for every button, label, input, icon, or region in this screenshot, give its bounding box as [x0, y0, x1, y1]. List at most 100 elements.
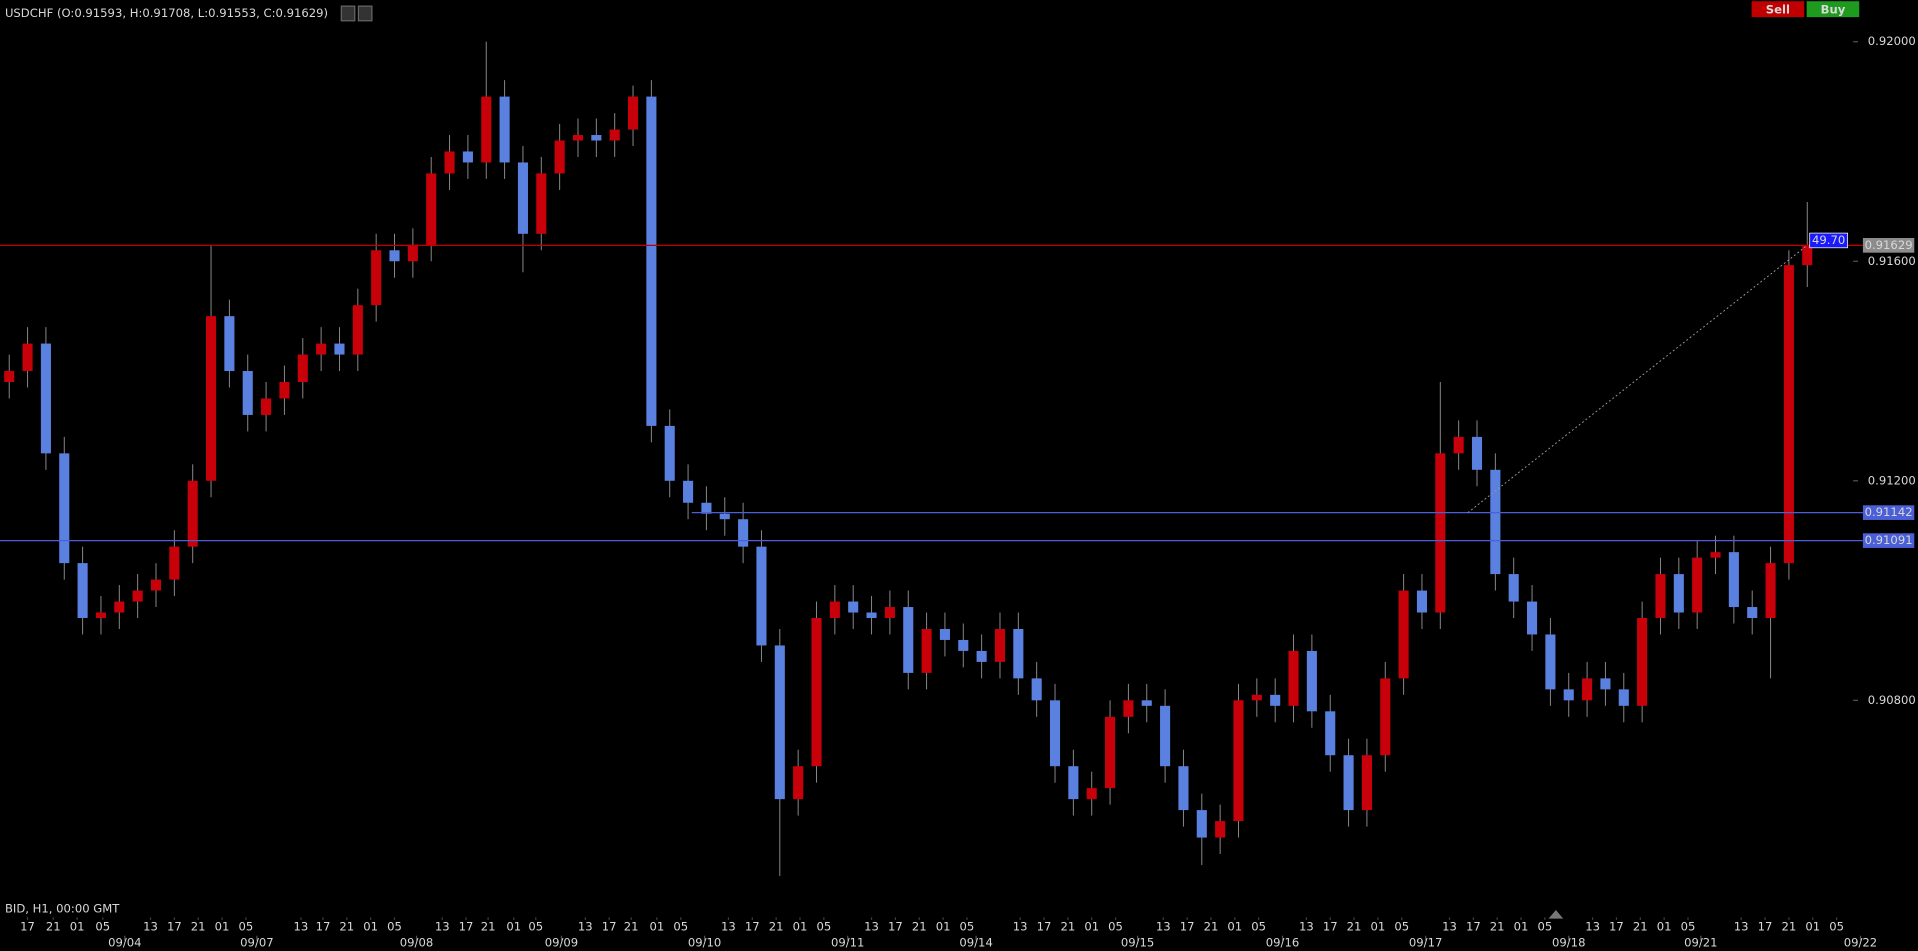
candle-body: [1471, 436, 1483, 470]
candle-body: [1361, 755, 1372, 811]
candle-body: [1692, 557, 1703, 613]
candle-body: [169, 546, 180, 580]
x-minor-tick-label: 17: [745, 920, 760, 934]
x-minor-tick-label: 05: [1537, 920, 1552, 934]
x-minor-tick-label: 01: [506, 920, 521, 934]
x-minor-tick-label: 21: [1204, 920, 1219, 934]
x-minor-tick-label: 17: [1323, 920, 1338, 934]
x-minor-tick-label: 05: [239, 920, 254, 934]
candle-body: [1160, 705, 1171, 767]
candle-body: [1618, 689, 1629, 706]
candle-body: [517, 162, 528, 234]
candle-body: [1765, 563, 1776, 619]
x-tick-label: 09/15: [1121, 936, 1154, 950]
x-minor-tick-label: 13: [721, 920, 736, 934]
candle-body: [829, 601, 840, 619]
candle-body: [793, 766, 804, 800]
candle-body: [1582, 678, 1593, 701]
x-minor-tick-label: 21: [191, 920, 206, 934]
x-minor-tick-label: 01: [1084, 920, 1099, 934]
trade-button[interactable]: [1806, 1, 1860, 18]
candle-body: [683, 480, 694, 503]
x-minor-tick-label: 21: [624, 920, 639, 934]
trendline-label: 49.70: [1812, 233, 1845, 247]
candle-body: [444, 151, 455, 174]
candle-body: [426, 173, 437, 245]
status-label: BID, H1, 00:00 GMT: [5, 901, 120, 915]
candle-body: [389, 250, 400, 262]
x-minor-tick-label: 17: [459, 920, 474, 934]
candle-body: [719, 513, 730, 520]
x-tick-label: 09/04: [108, 936, 141, 950]
x-minor-tick-label: 21: [481, 920, 496, 934]
price-label: 0.91091: [1865, 533, 1913, 547]
x-minor-tick-label: 01: [1657, 920, 1672, 934]
x-tick-label: 09/18: [1552, 936, 1585, 950]
candle-body: [40, 343, 51, 454]
x-minor-tick-label: 21: [912, 920, 927, 934]
x-minor-tick-label: 13: [578, 920, 593, 934]
candle-body: [1049, 700, 1061, 767]
candle-body: [1398, 590, 1409, 679]
x-minor-tick-label: 21: [1060, 920, 1075, 934]
x-minor-tick-label: 01: [936, 920, 951, 934]
x-minor-tick-label: 17: [1180, 920, 1195, 934]
x-minor-tick-label: 21: [769, 920, 784, 934]
candle-body: [1141, 700, 1152, 706]
y-tick-label: 0.92000: [1868, 34, 1916, 48]
settings-icon[interactable]: [340, 5, 356, 22]
x-minor-tick-label: 21: [339, 920, 354, 934]
trade-button[interactable]: [1751, 1, 1805, 18]
x-minor-tick-label: 05: [673, 920, 688, 934]
x-minor-tick-label: 05: [1829, 920, 1844, 934]
candle-body: [1802, 245, 1813, 266]
x-tick-label: 09/21: [1684, 936, 1717, 950]
scroll-marker: [1548, 910, 1564, 919]
x-minor-tick-label: 13: [1585, 920, 1600, 934]
candle-body: [4, 371, 15, 382]
x-minor-tick-label: 01: [363, 920, 378, 934]
candle-body: [242, 371, 253, 415]
candle-body: [884, 607, 895, 619]
candle-body: [1783, 265, 1794, 564]
candle-body: [1527, 601, 1538, 635]
price-label-box: [1862, 505, 1915, 520]
candle-body: [371, 250, 382, 306]
candle-body: [1508, 574, 1519, 602]
candle-body: [150, 579, 162, 591]
x-minor-tick-label: 05: [1251, 920, 1266, 934]
candle-body: [261, 398, 272, 415]
candle-body: [95, 612, 107, 619]
x-minor-tick-label: 05: [387, 920, 402, 934]
x-minor-tick-label: 21: [1490, 920, 1505, 934]
x-minor-tick-label: 17: [316, 920, 331, 934]
x-minor-tick-label: 05: [960, 920, 975, 934]
x-minor-tick-label: 17: [1758, 920, 1773, 934]
x-tick-label: 09/07: [240, 936, 273, 950]
candle-body: [132, 590, 143, 602]
candle-body: [1416, 590, 1428, 613]
candle-body: [664, 425, 675, 481]
candle-body: [591, 135, 602, 141]
candle-body: [187, 480, 198, 547]
price-label-box: [1862, 533, 1915, 548]
candle-body: [334, 343, 345, 355]
x-minor-tick-label: 01: [215, 920, 230, 934]
trade-button-label[interactable]: Buy: [1821, 2, 1846, 16]
price-label-box: [1862, 237, 1915, 253]
candle-body: [554, 140, 565, 174]
x-minor-tick-label: 21: [1633, 920, 1648, 934]
chart-title: USDCHF (O:0.91593, H:0.91708, L:0.91553,…: [5, 6, 328, 20]
y-tick-label: 0.91200: [1868, 473, 1916, 487]
x-minor-tick-label: 13: [435, 920, 450, 934]
x-minor-tick-label: 13: [1442, 920, 1457, 934]
x-minor-tick-label: 17: [1609, 920, 1624, 934]
candle-body: [536, 173, 547, 234]
candle-body: [407, 244, 418, 262]
x-minor-tick-label: 05: [528, 920, 543, 934]
candle-body: [903, 607, 914, 673]
trade-button-label[interactable]: Sell: [1766, 2, 1790, 16]
settings-icon[interactable]: [357, 5, 373, 22]
candle-body: [1270, 694, 1281, 706]
